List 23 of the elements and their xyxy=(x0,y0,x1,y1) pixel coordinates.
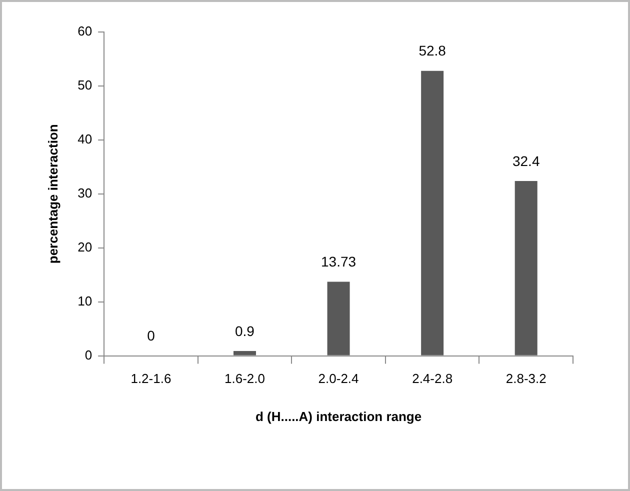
x-axis-title: d (H.....A) interaction range xyxy=(255,408,422,424)
y-tick-label: 50 xyxy=(78,78,92,93)
bar xyxy=(514,180,538,356)
y-axis-title: percentage interaction xyxy=(45,124,60,264)
y-tick-label: 60 xyxy=(78,24,92,39)
data-label: 0 xyxy=(147,328,156,344)
data-label: 52.8 xyxy=(418,42,446,59)
bar xyxy=(233,350,256,356)
y-tick-label: 10 xyxy=(78,293,92,308)
data-label: 0.9 xyxy=(235,322,255,339)
bar xyxy=(421,70,444,356)
y-tick-label: 0 xyxy=(84,347,92,362)
y-tick-label: 30 xyxy=(78,185,92,200)
y-tick-label: 40 xyxy=(78,132,92,147)
x-tick-label: 2.0-2.4 xyxy=(318,371,359,386)
data-label: 32.4 xyxy=(512,152,540,169)
x-tick-label: 2.8-3.2 xyxy=(506,371,546,386)
x-tick-label: 2.4-2.8 xyxy=(412,371,453,386)
y-tick-label: 20 xyxy=(78,239,92,254)
data-label: 13.73 xyxy=(321,254,356,270)
bar xyxy=(327,282,350,356)
x-tick-label: 1.2-1.6 xyxy=(130,371,172,386)
x-tick-label: 1.6-2.0 xyxy=(224,371,265,386)
